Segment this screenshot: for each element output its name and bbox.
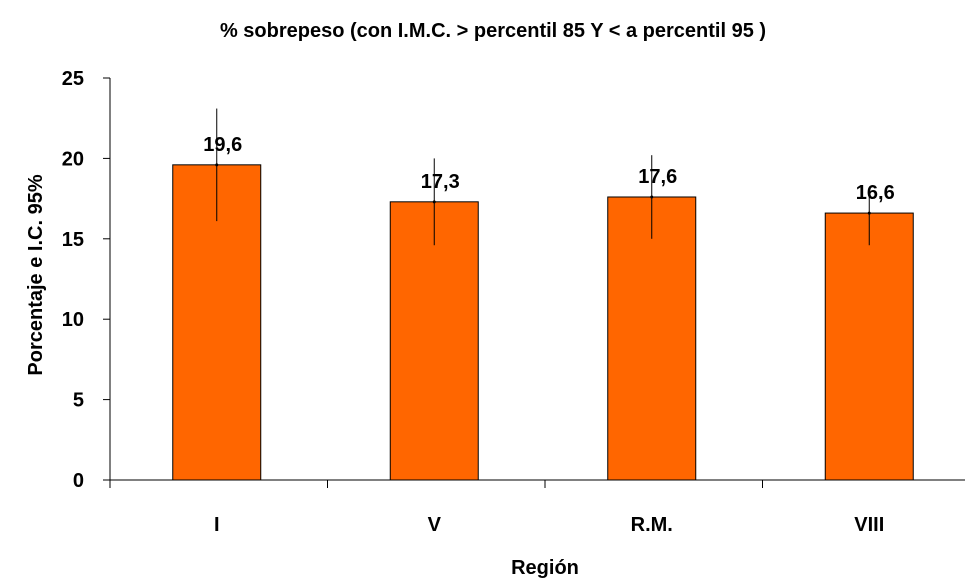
category-label: R.M. <box>631 514 673 536</box>
chart-title: % sobrepeso (con I.M.C. > percentil 85 Y… <box>220 20 766 42</box>
data-label: 17,6 <box>638 166 677 188</box>
y-tick-label: 15 <box>62 229 84 251</box>
error-bar-center <box>650 195 654 199</box>
y-tick-label: 0 <box>73 470 84 492</box>
y-tick-label: 5 <box>73 390 84 412</box>
bar <box>824 212 914 481</box>
y-tick-label: 25 <box>62 68 84 90</box>
y-tick-label: 10 <box>62 309 84 331</box>
data-label: 16,6 <box>856 182 895 204</box>
bars <box>172 164 914 481</box>
category-label: V <box>428 514 442 536</box>
error-bars <box>215 108 871 246</box>
y-axis-label: Porcentaje e I.C. 95% <box>25 174 47 375</box>
data-labels: 19,6 17,3 17,6 16,6 <box>203 134 894 204</box>
y-tick-label: 20 <box>62 148 84 170</box>
data-label: 17,3 <box>421 171 460 193</box>
error-bar-center <box>215 163 219 167</box>
data-label: 19,6 <box>203 134 242 156</box>
bar <box>389 201 479 481</box>
x-axis-label: Región <box>511 557 579 579</box>
error-bar-center <box>432 200 436 204</box>
category-labels: I V R.M. VIII <box>214 514 884 536</box>
category-label: I <box>214 514 220 536</box>
y-axis-ticks: 0 5 10 15 20 25 <box>62 68 110 492</box>
error-bar-center <box>867 211 871 215</box>
bar <box>607 196 697 481</box>
category-label: VIII <box>854 514 884 536</box>
x-axis-ticks <box>109 480 763 488</box>
